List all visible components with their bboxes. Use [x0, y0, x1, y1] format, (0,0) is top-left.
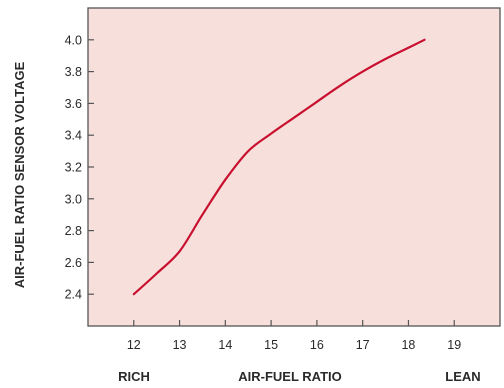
y-tick-label: 3.2: [65, 161, 82, 175]
x-axis-ticks: 12 13 14 15 16 17 18 19: [127, 320, 461, 352]
y-tick-label: 3.4: [65, 129, 82, 143]
y-axis-ticks: 2.4 2.6 2.8 3.0 3.2 3.4 3.6 3.8 4.0: [65, 33, 94, 302]
rich-label: RICH: [118, 369, 150, 384]
y-tick-label: 3.8: [65, 65, 82, 79]
x-tick-label: 15: [264, 338, 278, 352]
x-tick-label: 12: [127, 338, 141, 352]
x-tick-label: 18: [401, 338, 415, 352]
y-tick-label: 2.8: [65, 224, 82, 238]
y-tick-label: 2.6: [65, 256, 82, 270]
x-axis-label: AIR-FUEL RATIO: [238, 369, 342, 384]
series-line: [132, 38, 426, 296]
y-tick-label: 4.0: [65, 33, 82, 47]
x-tick-label: 19: [447, 338, 461, 352]
y-axis-label: AIR-FUEL RATIO SENSOR VOLTAGE: [12, 61, 27, 288]
y-tick-label: 3.6: [65, 97, 82, 111]
x-tick-label: 13: [173, 338, 187, 352]
y-tick-label: 3.0: [65, 192, 82, 206]
x-tick-label: 14: [218, 338, 232, 352]
y-tick-label: 2.4: [65, 288, 82, 302]
x-tick-label: 16: [310, 338, 324, 352]
lean-label: LEAN: [445, 369, 480, 384]
x-tick-label: 17: [356, 338, 370, 352]
plot-area: [87, 7, 501, 327]
